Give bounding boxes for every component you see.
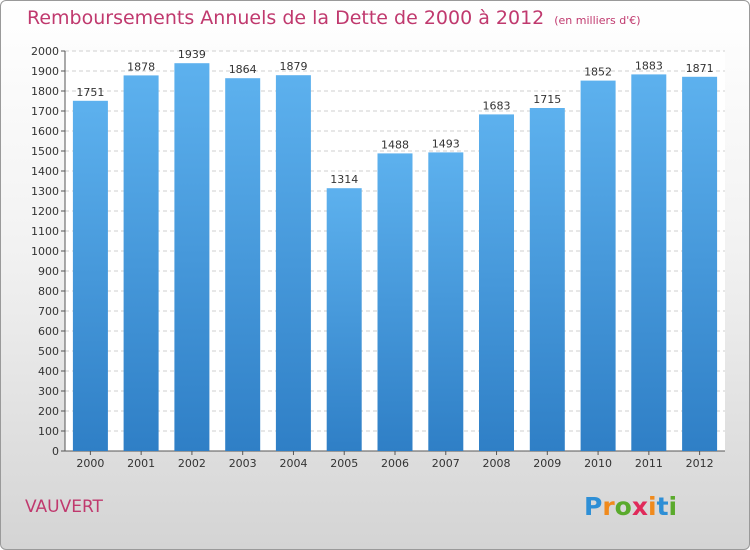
data-label: 1493 bbox=[432, 137, 460, 150]
bar bbox=[123, 75, 159, 452]
data-label: 1939 bbox=[178, 48, 206, 61]
x-tick-label: 2007 bbox=[432, 457, 460, 470]
x-tick-label: 2009 bbox=[533, 457, 561, 470]
bar bbox=[631, 74, 667, 452]
y-tick-label: 1800 bbox=[31, 85, 59, 98]
bars bbox=[72, 63, 718, 452]
bar bbox=[72, 100, 108, 452]
y-tick-label: 1000 bbox=[31, 245, 59, 258]
data-label: 1878 bbox=[127, 60, 155, 73]
data-label: 1683 bbox=[483, 99, 511, 112]
bar bbox=[377, 153, 413, 451]
bar bbox=[174, 63, 210, 451]
data-labels: 1751 1878 1939 1864 1879 1314 1488 1493 1683 1715… bbox=[76, 48, 713, 186]
x-tick-label: 2002 bbox=[178, 457, 206, 470]
y-tick-labels: 0 100 200 300 400 500 600 700 800 900 1000 1100 1200… bbox=[31, 45, 59, 458]
data-label: 1883 bbox=[635, 59, 663, 72]
y-tick-label: 500 bbox=[38, 345, 59, 358]
y-tick-label: 100 bbox=[38, 425, 59, 438]
y-tick-label: 600 bbox=[38, 325, 59, 338]
logo-letter: i bbox=[648, 492, 657, 521]
data-label: 1715 bbox=[533, 93, 561, 106]
y-tick-label: 400 bbox=[38, 365, 59, 378]
data-label: 1314 bbox=[330, 173, 358, 186]
bar bbox=[682, 76, 718, 452]
x-tick-label: 2011 bbox=[635, 457, 663, 470]
chart-title: Remboursements Annuels de la Dette de 20… bbox=[27, 7, 545, 29]
x-tick-label: 2005 bbox=[330, 457, 358, 470]
y-tick-label: 200 bbox=[38, 405, 59, 418]
commune-name: VAUVERT bbox=[25, 497, 103, 517]
y-tick-label: 1700 bbox=[31, 105, 59, 118]
logo-letter: r bbox=[602, 492, 615, 521]
x-tick-labels: 2000 2001 2002 2003 2004 2005 2006 2007 2008 2009… bbox=[76, 457, 713, 470]
x-tick-label: 2006 bbox=[381, 457, 409, 470]
data-label: 1488 bbox=[381, 138, 409, 151]
bar bbox=[428, 152, 464, 451]
bar bbox=[479, 114, 514, 452]
x-tick-label: 2003 bbox=[229, 457, 257, 470]
y-tick-label: 1200 bbox=[31, 205, 59, 218]
y-tick-label: 1100 bbox=[31, 225, 59, 238]
logo-letter: x bbox=[631, 492, 648, 521]
y-tick-label: 800 bbox=[38, 285, 59, 298]
y-tick-label: 0 bbox=[52, 445, 59, 458]
y-tick-label: 1400 bbox=[31, 165, 59, 178]
y-tick-label: 2000 bbox=[31, 45, 59, 58]
title-block: Remboursements Annuels de la Dette de 20… bbox=[27, 7, 641, 29]
y-tick-label: 700 bbox=[38, 305, 59, 318]
data-label: 1871 bbox=[686, 62, 714, 75]
bar bbox=[529, 108, 565, 451]
logo-letter: o bbox=[614, 492, 632, 521]
chart-subtitle: (en milliers d'€) bbox=[554, 14, 641, 27]
data-label: 1864 bbox=[229, 63, 257, 76]
logo-letter: i bbox=[668, 492, 678, 521]
data-label: 1879 bbox=[279, 60, 307, 73]
bar bbox=[326, 188, 362, 451]
y-tick-label: 300 bbox=[38, 385, 59, 398]
x-tick-label: 2010 bbox=[584, 457, 612, 470]
bar bbox=[580, 80, 616, 451]
bar bbox=[225, 78, 261, 451]
x-tick-label: 2001 bbox=[127, 457, 155, 470]
proxiti-logo: Proxiti bbox=[584, 492, 677, 521]
x-tick-label: 2004 bbox=[279, 457, 307, 470]
x-tick-label: 2008 bbox=[483, 457, 511, 470]
y-tick-label: 1600 bbox=[31, 125, 59, 138]
y-tick-label: 900 bbox=[38, 265, 59, 278]
bar bbox=[275, 75, 311, 451]
y-tick-label: 1500 bbox=[31, 145, 59, 158]
x-tick-label: 2012 bbox=[686, 457, 714, 470]
data-label: 1852 bbox=[584, 66, 612, 79]
logo-letter: t bbox=[656, 492, 669, 521]
y-tick-label: 1900 bbox=[31, 65, 59, 78]
logo-letter: P bbox=[584, 492, 603, 521]
data-label: 1751 bbox=[76, 86, 104, 99]
y-tick-label: 1300 bbox=[31, 185, 59, 198]
x-tick-label: 2000 bbox=[76, 457, 104, 470]
